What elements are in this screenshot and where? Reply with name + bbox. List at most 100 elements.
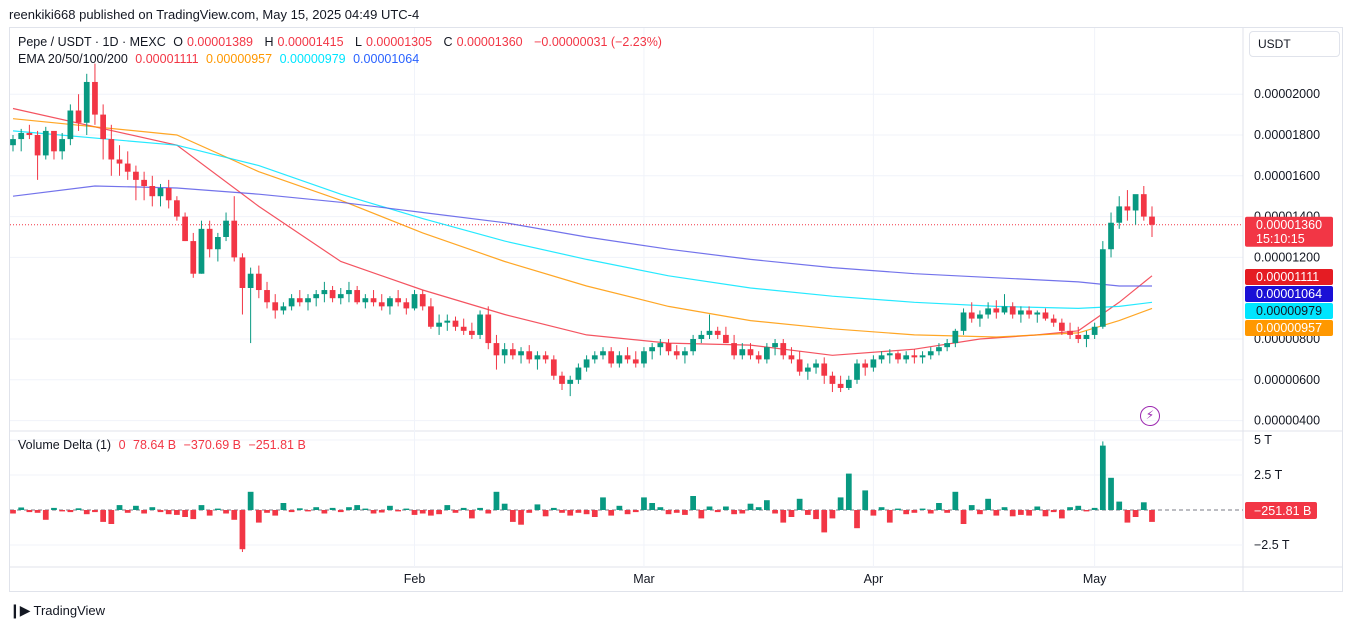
vd-value-2: −370.69 B — [183, 438, 241, 452]
volume-delta-bar — [214, 508, 221, 510]
candle-body — [854, 363, 860, 380]
candle-body — [223, 220, 229, 237]
candle-body — [509, 349, 516, 356]
volume-delta-bar — [755, 507, 762, 510]
volume-delta-bar — [1099, 445, 1106, 510]
time-tick-label: Feb — [404, 572, 426, 586]
chart-frame — [9, 27, 1343, 592]
candle-body — [747, 349, 754, 356]
candle-body — [993, 308, 1000, 313]
volume-delta-bar — [534, 504, 541, 510]
volume-delta-bar — [419, 510, 426, 514]
candle-body — [1034, 312, 1041, 315]
candle-body — [1067, 330, 1073, 335]
candle-body — [395, 298, 401, 303]
ema50-price-tag-text: 0.00000957 — [1256, 321, 1322, 335]
volume-delta-bar — [34, 510, 41, 513]
candle-body — [1083, 334, 1090, 339]
candle-body — [460, 326, 467, 331]
candle-body — [764, 347, 770, 360]
candle-body — [157, 188, 164, 197]
candle-body — [1108, 222, 1114, 250]
candle-body — [886, 353, 893, 356]
volume-delta-bar — [18, 507, 25, 510]
candle-body — [706, 330, 713, 335]
volume-delta-bar — [1108, 477, 1114, 510]
volume-delta-bar — [223, 510, 229, 514]
volume-delta-bar — [665, 510, 672, 515]
ema-legend[interactable]: EMA 20/50/100/200 0.00001111 0.00000957 … — [18, 52, 423, 66]
candle-body — [927, 351, 934, 356]
volume-delta-bar — [550, 507, 557, 510]
candle-body — [370, 298, 377, 303]
ema100-line — [12, 130, 1153, 310]
volume-tick-label: 2.5 T — [1254, 468, 1283, 482]
volume-delta-bar — [452, 510, 459, 513]
volume-delta-bar — [747, 503, 754, 510]
volume-delta-bar — [706, 506, 713, 510]
candle-body — [272, 302, 279, 311]
volume-delta-bar — [1124, 510, 1131, 523]
candle-body — [780, 343, 787, 356]
volume-delta-bar — [1116, 501, 1123, 510]
candle-body — [165, 188, 172, 201]
time-tick-label: Apr — [864, 572, 883, 586]
candle-body — [583, 359, 590, 368]
candle-body — [870, 359, 877, 368]
last-price-tag — [1245, 216, 1333, 247]
candle-body — [133, 171, 139, 180]
ema-label: EMA 20/50/100/200 — [18, 52, 128, 66]
candle-body — [952, 330, 959, 344]
candle-body — [714, 330, 721, 335]
candle-body — [575, 367, 582, 380]
candle-body — [985, 308, 991, 315]
tradingview-logo[interactable]: ❙▶ TradingView — [9, 602, 105, 619]
volume-delta-bar — [296, 508, 303, 510]
volume-delta-legend[interactable]: Volume Delta (1) 0 78.64 B −370.69 B −25… — [18, 438, 310, 452]
volume-delta-bar — [886, 510, 893, 523]
volume-delta-bar — [313, 507, 320, 510]
volume-delta-bar — [444, 505, 451, 510]
volume-delta-bar — [1009, 510, 1016, 517]
candle-body — [255, 273, 262, 291]
candle-body — [968, 312, 975, 319]
candle-body — [493, 343, 500, 356]
candle-body — [10, 139, 16, 146]
candle-body — [92, 81, 98, 115]
candle-body — [690, 339, 696, 352]
candle-body — [1018, 310, 1024, 315]
candle-body — [673, 351, 680, 356]
lightning-icon[interactable]: ⚡ — [1140, 406, 1160, 426]
ema100-price-tag — [1245, 303, 1333, 319]
volume-delta-bar — [764, 500, 770, 510]
volume-delta-bar — [1091, 507, 1098, 510]
volume-delta-bar — [67, 510, 74, 513]
volume-delta-bar — [469, 510, 475, 519]
price-tick-label: 0.00002000 — [1254, 87, 1320, 101]
candle-body — [428, 306, 434, 327]
volume-delta-bar — [591, 510, 598, 517]
open-label: O — [173, 35, 183, 49]
volume-delta-bar — [796, 498, 803, 510]
currency-button[interactable]: USDT — [1249, 31, 1340, 57]
volume-delta-bar — [26, 510, 33, 513]
volume-delta-bar — [927, 510, 934, 514]
candle-body — [305, 298, 311, 303]
candle-body — [387, 298, 393, 307]
candle-body — [632, 359, 639, 364]
candle-body — [821, 363, 828, 376]
volume-delta-bar — [157, 510, 164, 513]
candle-body — [436, 322, 442, 327]
volume-delta-bar — [124, 510, 131, 513]
volume-delta-bar — [1058, 510, 1065, 519]
candle-body — [1075, 334, 1082, 339]
volume-delta-bar — [133, 505, 139, 510]
candle-body — [977, 314, 983, 319]
low-value: 0.00001305 — [366, 35, 433, 49]
volume-delta-bar — [780, 510, 787, 523]
symbol-name[interactable]: Pepe / USDT · 1D · MEXC — [18, 35, 166, 49]
candle-body — [321, 290, 328, 295]
candle-body — [1132, 194, 1139, 211]
candle-body — [608, 351, 615, 364]
